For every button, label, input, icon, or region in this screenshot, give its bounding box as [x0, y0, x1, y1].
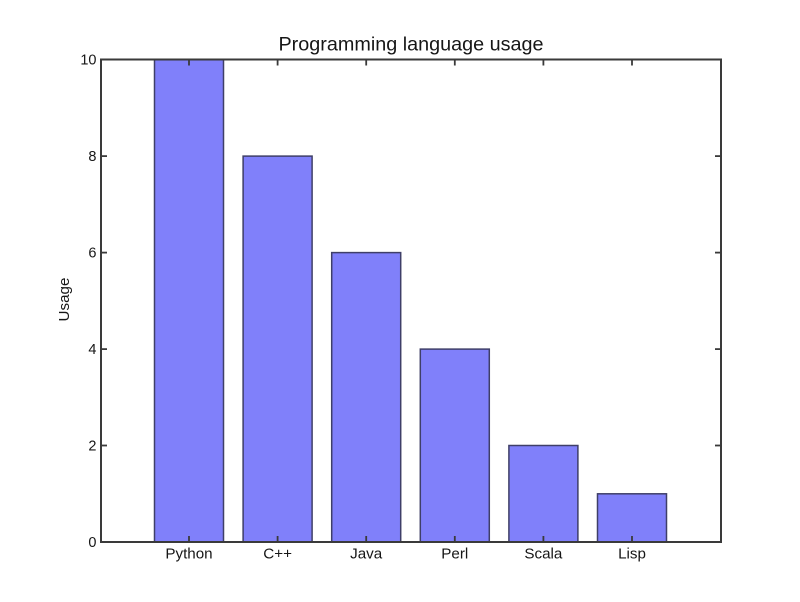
- svg-text:Python: Python: [165, 546, 212, 563]
- svg-text:Perl: Perl: [441, 546, 468, 563]
- svg-text:8: 8: [88, 149, 96, 165]
- svg-text:C++: C++: [263, 546, 292, 563]
- svg-text:Scala: Scala: [524, 546, 563, 563]
- svg-text:Programming language usage: Programming language usage: [278, 34, 543, 56]
- svg-text:0: 0: [88, 535, 96, 551]
- svg-text:6: 6: [88, 246, 96, 262]
- svg-text:Usage: Usage: [56, 278, 73, 322]
- svg-text:Java: Java: [350, 546, 383, 563]
- svg-text:Lisp: Lisp: [618, 546, 646, 563]
- svg-text:10: 10: [80, 53, 96, 69]
- svg-text:4: 4: [88, 342, 96, 358]
- svg-text:2: 2: [88, 439, 96, 455]
